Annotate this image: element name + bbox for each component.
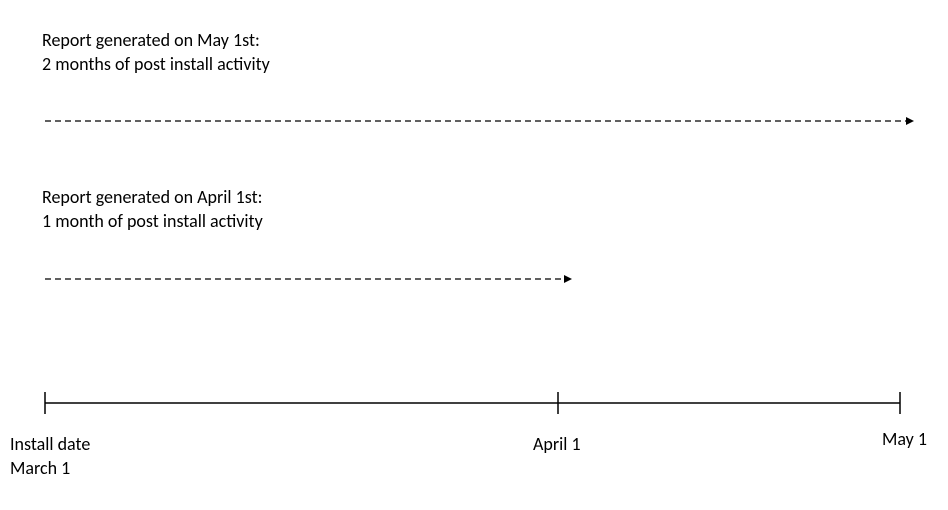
tick-install-line2: March 1: [10, 456, 90, 480]
tick-april-line1: April 1: [533, 432, 581, 456]
tick-may-line1: May 1: [882, 427, 927, 451]
tick-label-april: April 1: [533, 432, 581, 456]
report1-label: Report generated on May 1st: 2 months of…: [42, 28, 270, 77]
tick-install-line1: Install date: [10, 432, 90, 456]
tick-label-install: Install date March 1: [10, 432, 90, 481]
report1-line2: 2 months of post install activity: [42, 52, 270, 76]
report2-line1: Report generated on April 1st:: [42, 185, 263, 209]
report2-label: Report generated on April 1st: 1 month o…: [42, 185, 263, 234]
report1-line1: Report generated on May 1st:: [42, 28, 270, 52]
tick-label-may: May 1: [882, 427, 927, 451]
report2-line2: 1 month of post install activity: [42, 209, 263, 233]
